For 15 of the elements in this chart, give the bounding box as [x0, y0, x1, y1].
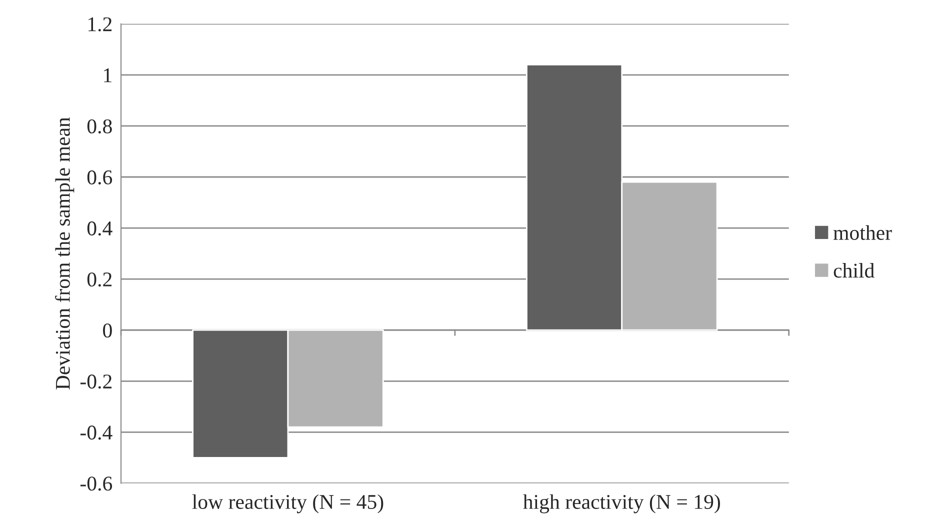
x-tick-label: high reactivity (N = 19)	[523, 494, 720, 514]
x-tick-label: low reactivity (N = 45)	[192, 494, 384, 514]
y-tick-label: -0.4	[80, 426, 112, 440]
y-tick-label: 0.6	[87, 170, 112, 185]
legend-label: mother	[833, 225, 892, 240]
y-tick-label: 0.2	[87, 272, 112, 287]
y-tick-label: 0	[103, 323, 112, 338]
legend-label: child	[834, 263, 874, 278]
y-tick-label: 0.8	[87, 119, 112, 134]
y-tick-label: 0.4	[87, 221, 112, 236]
y-axis-title: Deviation from the sample mean	[55, 117, 74, 390]
y-tick-label: 1	[104, 68, 112, 82]
y-tick-label: -0.6	[80, 476, 112, 491]
y-tick-label: 1.2	[88, 17, 112, 32]
y-tick-label: -0.2	[80, 374, 112, 389]
